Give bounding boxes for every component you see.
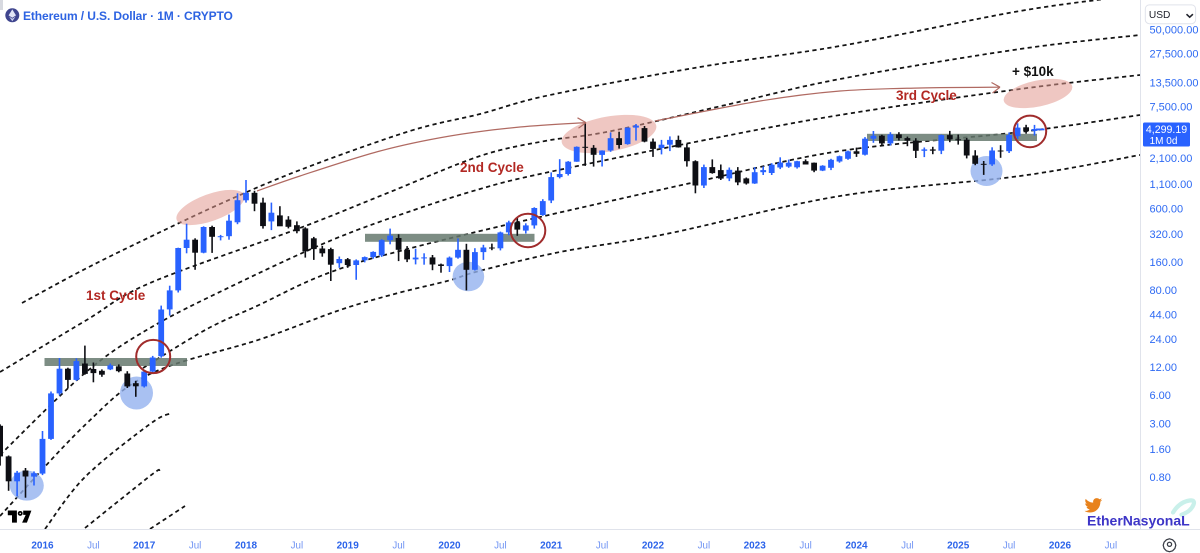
svg-text:3.00: 3.00 — [1150, 418, 1171, 430]
svg-text:0.80: 0.80 — [1150, 472, 1171, 484]
svg-text:2nd Cycle: 2nd Cycle — [460, 160, 524, 175]
svg-text:80.00: 80.00 — [1150, 285, 1178, 297]
svg-text:Jul: Jul — [596, 541, 609, 552]
svg-text:13,500.00: 13,500.00 — [1150, 77, 1199, 89]
svg-text:4,299.19: 4,299.19 — [1146, 124, 1187, 136]
svg-text:27,500.00: 27,500.00 — [1150, 49, 1199, 61]
svg-text:Jul: Jul — [799, 541, 812, 552]
svg-text:2016: 2016 — [31, 541, 54, 552]
svg-text:2018: 2018 — [235, 541, 258, 552]
svg-text:1.60: 1.60 — [1150, 444, 1171, 456]
svg-text:2025: 2025 — [947, 541, 970, 552]
svg-text:2022: 2022 — [642, 541, 665, 552]
svg-text:3rd Cycle: 3rd Cycle — [896, 88, 957, 103]
svg-text:Jul: Jul — [189, 541, 202, 552]
svg-text:1M 0d: 1M 0d — [1150, 136, 1178, 147]
svg-text:Jul: Jul — [901, 541, 914, 552]
svg-text:6.00: 6.00 — [1150, 390, 1171, 402]
svg-text:2024: 2024 — [845, 541, 868, 552]
svg-text:12.00: 12.00 — [1150, 362, 1178, 374]
svg-text:USD: USD — [1149, 10, 1171, 21]
svg-text:2020: 2020 — [438, 541, 461, 552]
svg-text:Jul: Jul — [392, 541, 405, 552]
svg-text:2023: 2023 — [744, 541, 767, 552]
svg-text:7,500.00: 7,500.00 — [1150, 101, 1193, 113]
svg-text:Jul: Jul — [87, 541, 100, 552]
svg-text:2021: 2021 — [540, 541, 563, 552]
svg-text:50,000.00: 50,000.00 — [1150, 24, 1199, 36]
svg-text:44.00: 44.00 — [1150, 310, 1178, 322]
svg-text:2019: 2019 — [337, 541, 360, 552]
svg-text:320.00: 320.00 — [1150, 229, 1184, 241]
svg-text:24.00: 24.00 — [1150, 334, 1178, 346]
svg-text:Jul: Jul — [1003, 541, 1016, 552]
svg-text:600.00: 600.00 — [1150, 204, 1184, 216]
svg-text:1st Cycle: 1st Cycle — [86, 288, 146, 303]
svg-text:EtherNasyonaL: EtherNasyonaL — [1087, 513, 1190, 529]
svg-text:160.00: 160.00 — [1150, 257, 1184, 269]
svg-text:Jul: Jul — [698, 541, 711, 552]
svg-text:Ethereum / U.S. Dollar · 1M ·: Ethereum / U.S. Dollar · 1M · CRYPTO — [23, 9, 233, 23]
svg-text:Jul: Jul — [494, 541, 507, 552]
svg-text:2026: 2026 — [1049, 541, 1072, 552]
svg-text:Jul: Jul — [291, 541, 304, 552]
svg-text:2017: 2017 — [133, 541, 156, 552]
svg-text:2,100.00: 2,100.00 — [1150, 153, 1193, 165]
svg-text:1,100.00: 1,100.00 — [1150, 179, 1193, 191]
svg-text:Jul: Jul — [1105, 541, 1118, 552]
svg-text:+ $10k: + $10k — [1012, 64, 1054, 79]
